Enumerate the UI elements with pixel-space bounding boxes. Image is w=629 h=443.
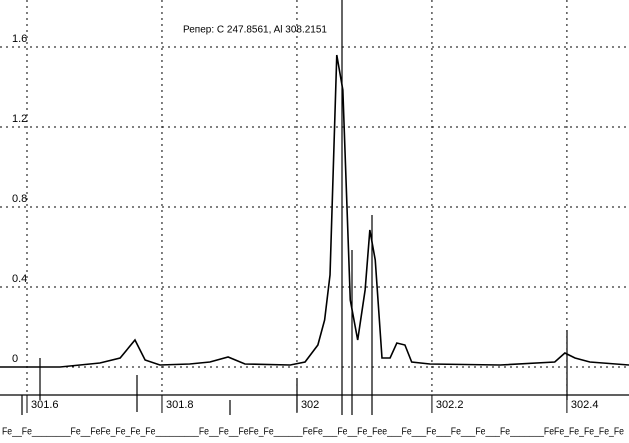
y-tick-label: 0.4 — [12, 273, 27, 285]
chart-title: Репер: C 247.8561, Al 308.2151 — [183, 25, 327, 36]
y-tick-label: 0 — [12, 353, 18, 365]
x-tick-label: 302.2 — [436, 399, 464, 411]
y-tick-label: 0.8 — [12, 193, 27, 205]
x-tick-label: 301.8 — [166, 399, 194, 411]
spectrum-line — [0, 54, 629, 368]
x-tick-label: 301.6 — [31, 399, 59, 411]
element-labels: Fe__Fe________Fe__FeFe_Fe_Fe_Fe_________… — [2, 427, 624, 438]
y-tick-label: 1.6 — [12, 33, 27, 45]
x-tick-label: 302.4 — [571, 399, 599, 411]
y-tick-label: 1.2 — [12, 113, 27, 125]
x-tick-label: 302 — [301, 399, 319, 411]
